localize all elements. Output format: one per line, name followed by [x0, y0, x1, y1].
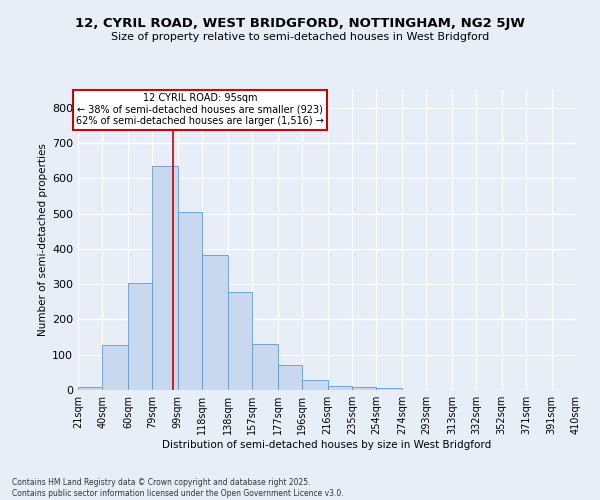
Bar	[328, 386, 352, 390]
Y-axis label: Number of semi-detached properties: Number of semi-detached properties	[38, 144, 48, 336]
Text: Size of property relative to semi-detached houses in West Bridgford: Size of property relative to semi-detach…	[111, 32, 489, 42]
Bar	[128, 283, 152, 390]
X-axis label: Distribution of semi-detached houses by size in West Bridgford: Distribution of semi-detached houses by …	[163, 440, 491, 450]
Bar	[78, 387, 103, 390]
Bar	[202, 255, 228, 390]
Text: 12, CYRIL ROAD, WEST BRIDGFORD, NOTTINGHAM, NG2 5JW: 12, CYRIL ROAD, WEST BRIDGFORD, NOTTINGH…	[75, 18, 525, 30]
Bar	[376, 388, 402, 390]
Bar	[228, 292, 252, 390]
Bar	[302, 380, 328, 390]
Bar	[152, 166, 178, 390]
Bar	[352, 387, 376, 390]
Bar	[252, 344, 278, 390]
Bar	[178, 212, 202, 390]
Text: 12 CYRIL ROAD: 95sqm
← 38% of semi-detached houses are smaller (923)
62% of semi: 12 CYRIL ROAD: 95sqm ← 38% of semi-detac…	[76, 93, 324, 126]
Bar	[103, 345, 128, 390]
Bar	[278, 366, 302, 390]
Text: Contains HM Land Registry data © Crown copyright and database right 2025.
Contai: Contains HM Land Registry data © Crown c…	[12, 478, 344, 498]
